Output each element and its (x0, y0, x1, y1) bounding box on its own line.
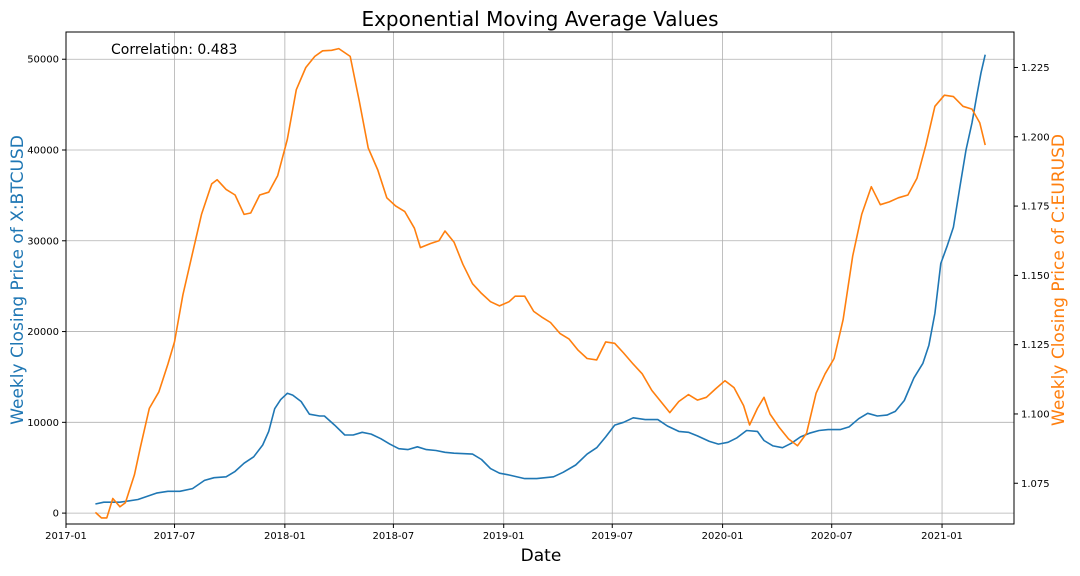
right-y-tick-label: 1.200 (1021, 132, 1050, 143)
left-y-axis-ticks: 0 10000 20000 30000 40000 50000 (27, 55, 66, 520)
right-y-tick-label: 1.100 (1021, 409, 1050, 420)
x-tick-label: 2017-01 (45, 531, 87, 542)
left-y-tick-label: 50000 (27, 55, 59, 66)
left-y-tick-label: 10000 (27, 418, 59, 429)
series-line-btcusd (95, 54, 986, 505)
left-y-tick-label: 0 (53, 509, 59, 520)
x-tick-label: 2019-07 (591, 531, 633, 542)
x-tick-label: 2021-01 (921, 531, 963, 542)
right-y-tick-label: 1.175 (1021, 202, 1050, 213)
plot-frame (65, 31, 1015, 525)
right-y-tick-label: 1.075 (1021, 479, 1050, 490)
right-y-tick-label: 1.150 (1021, 271, 1050, 282)
left-y-tick-label: 20000 (27, 327, 59, 338)
x-tick-label: 2020-01 (702, 531, 744, 542)
series-lines (94, 47, 986, 519)
right-y-tick-label: 1.125 (1021, 340, 1050, 351)
x-tick-label: 2017-07 (154, 531, 196, 542)
right-y-axis-ticks: 1.075 1.100 1.125 1.150 1.175 1.200 1.225 (1014, 63, 1050, 490)
x-axis-title: Date (521, 546, 562, 566)
correlation-annotation: Correlation: 0.483 (111, 42, 237, 58)
x-axis-ticks: 2017-01 2017-07 2018-01 2018-07 2019-01 2019-… (45, 524, 963, 542)
series-line-eurusd (94, 47, 986, 519)
chart-title: Exponential Moving Average Values (361, 7, 718, 31)
left-y-axis-title: Weekly Closing Price of X:BTCUSD (8, 135, 28, 425)
left-y-tick-label: 30000 (27, 236, 59, 247)
x-tick-label: 2019-01 (483, 531, 525, 542)
left-y-tick-label: 40000 (27, 146, 59, 157)
right-y-axis-title: Weekly Closing Price of C:EURUSD (1049, 134, 1069, 426)
right-y-tick-label: 1.225 (1021, 63, 1050, 74)
x-tick-label: 2018-07 (372, 531, 414, 542)
x-tick-label: 2018-01 (264, 531, 306, 542)
x-tick-label: 2020-07 (811, 531, 853, 542)
grid-lines (65, 32, 1014, 524)
